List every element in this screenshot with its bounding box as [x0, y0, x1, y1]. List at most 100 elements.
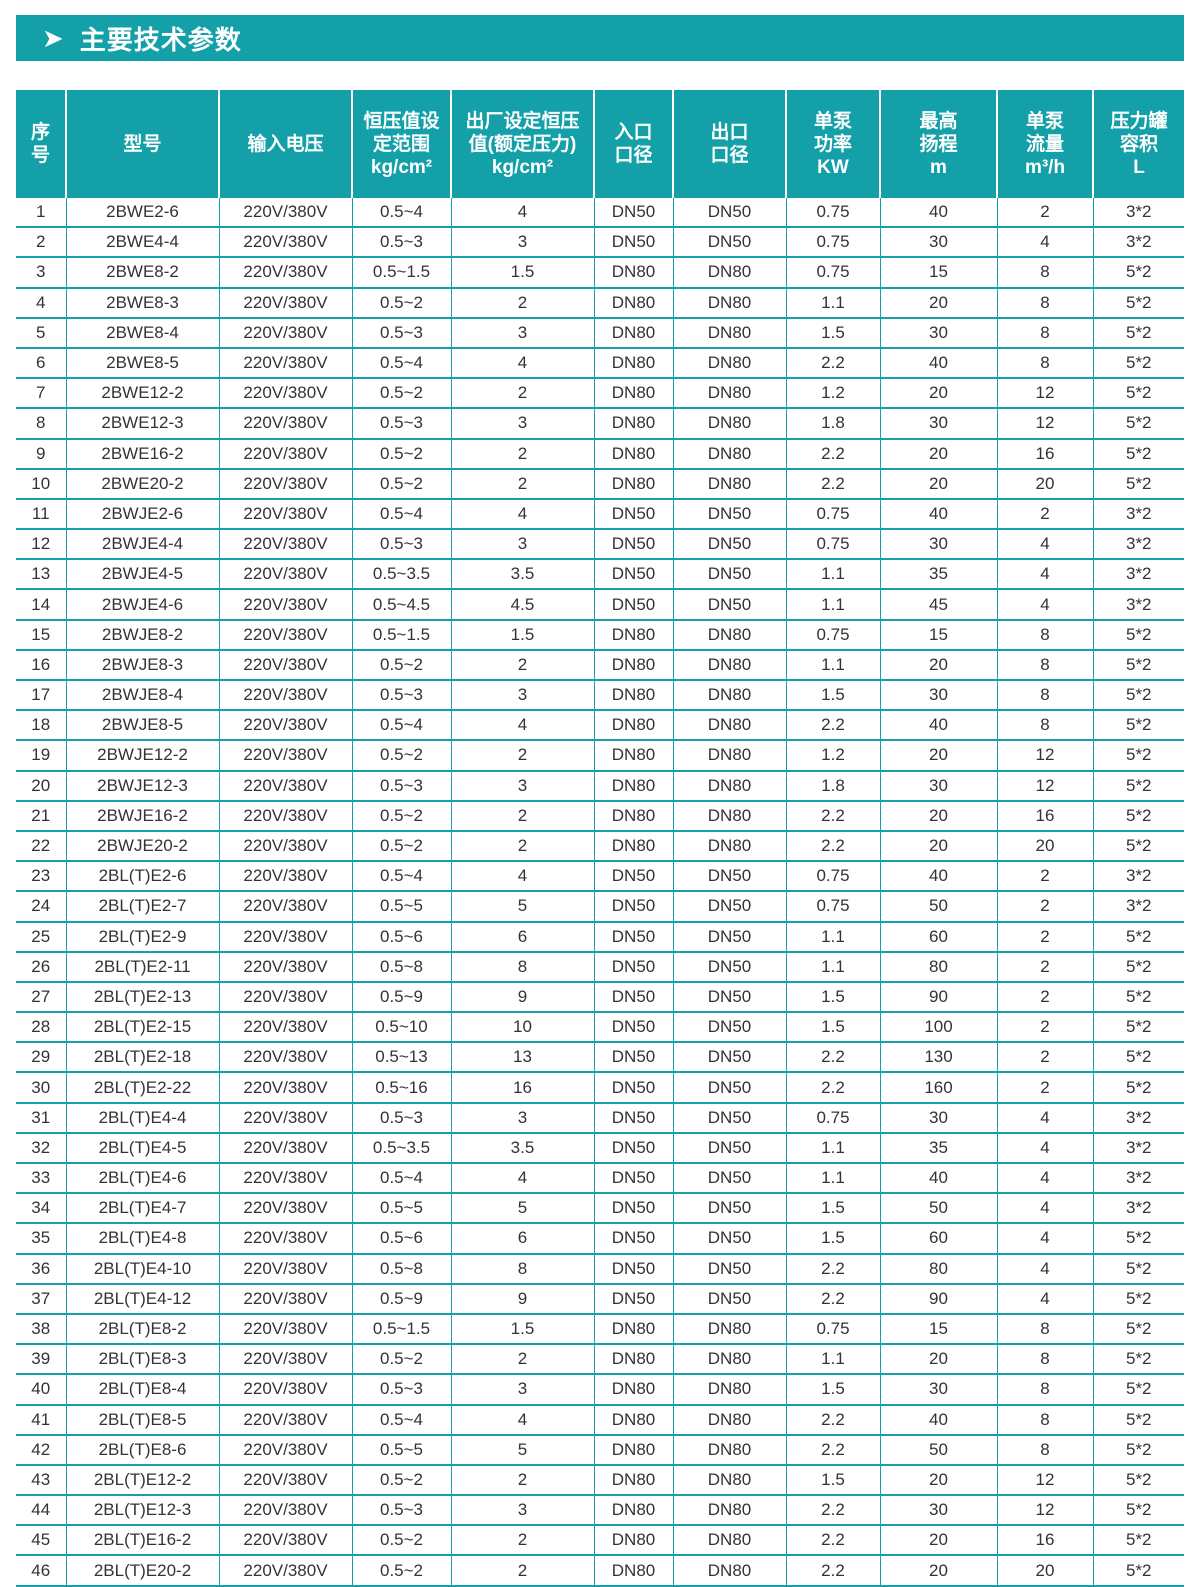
table-cell: 2.2 — [785, 1072, 880, 1104]
table-row: 27 2BL(T)E2-13 220V/380V 0.5~9 9 DN50 DN50 1.5 9… — [16, 981, 1184, 1014]
table-cell: DN50 — [593, 1193, 673, 1225]
table-cell: 3*2 — [1092, 891, 1184, 923]
table-cell: 2BL(T)E8-3 — [65, 1344, 219, 1376]
table-row: 13 2BWJE4-5 220V/380V 0.5~3.5 3.5 DN50 DN50 1.1… — [16, 559, 1184, 591]
table-cell: DN80 — [672, 1464, 786, 1497]
table-cell: DN80 — [593, 1434, 673, 1466]
table-cell: 37 — [16, 1283, 66, 1315]
table-cell: DN50 — [672, 981, 786, 1014]
column-header: 单泵 流量 m³/h — [996, 90, 1093, 198]
table-cell: 46 — [16, 1555, 66, 1587]
table-cell: 0.5~8 — [351, 951, 451, 983]
table-cell: DN50 — [593, 1283, 673, 1315]
table-cell: DN50 — [593, 891, 673, 923]
table-cell: 8 — [996, 347, 1093, 380]
table-cell: 0.5~3.5 — [351, 1132, 451, 1165]
table-cell: 30 — [879, 227, 997, 259]
table-cell: 39 — [16, 1344, 66, 1376]
table-cell: 34 — [16, 1193, 66, 1225]
table-cell: DN50 — [593, 1042, 673, 1074]
column-header: 压力罐 容积 L — [1092, 90, 1184, 198]
table-row: 39 2BL(T)E8-3 220V/380V 0.5~2 2 DN80 DN80 1.1 20… — [16, 1344, 1184, 1376]
table-cell: 2BL(T)E2-18 — [65, 1042, 219, 1074]
table-cell: DN50 — [593, 227, 673, 259]
table-cell: 3 — [450, 317, 594, 349]
table-row: 42 2BL(T)E8-6 220V/380V 0.5~5 5 DN80 DN80 2.2 50… — [16, 1434, 1184, 1466]
table-cell: 50 — [879, 1434, 997, 1466]
table-row: 6 2BWE8-5 220V/380V 0.5~4 4 DN80 DN80 2.2 40 8 5*2 — [16, 347, 1184, 380]
table-cell: 2 — [996, 861, 1093, 893]
table-cell: 30 — [879, 770, 997, 802]
table-cell: 50 — [879, 1193, 997, 1225]
table-row: 12 2BWJE4-4 220V/380V 0.5~3 3 DN50 DN50 0.75 30 4… — [16, 529, 1184, 561]
table-cell: 2BWE2-6 — [65, 198, 219, 229]
table-cell: DN80 — [672, 287, 786, 319]
table-cell: 5*2 — [1092, 1012, 1184, 1044]
table-cell: 90 — [879, 981, 997, 1014]
table-cell: 20 — [996, 468, 1093, 500]
table-cell: 13 — [450, 1042, 594, 1074]
table-cell: DN50 — [672, 861, 786, 893]
table-cell: DN50 — [672, 1042, 786, 1074]
column-header-line: 号 — [30, 145, 50, 166]
table-cell: 2 — [450, 830, 594, 863]
table-cell: 2 — [450, 740, 594, 772]
table-cell: DN50 — [593, 559, 673, 591]
table-cell: 220V/380V — [218, 1495, 352, 1527]
table-cell: DN80 — [672, 378, 786, 410]
column-header-line: 口径 — [710, 145, 749, 166]
table-cell: 220V/380V — [218, 1344, 352, 1376]
table-cell: 0.5~2 — [351, 649, 451, 682]
table-cell: DN80 — [672, 347, 786, 380]
table-cell: 220V/380V — [218, 1012, 352, 1044]
table-cell: 3 — [450, 1374, 594, 1406]
table-cell: 1.5 — [450, 619, 594, 651]
table-cell: 31 — [16, 1102, 66, 1134]
table-cell: 220V/380V — [218, 1313, 352, 1346]
table-cell: 13 — [16, 559, 66, 591]
table-cell: 9 — [450, 1283, 594, 1315]
table-cell: 5*2 — [1092, 1434, 1184, 1466]
table-cell: 4 — [996, 1223, 1093, 1255]
table-cell: DN50 — [593, 1132, 673, 1165]
chevron-right-icon: ➤ — [42, 22, 64, 53]
table-cell: DN50 — [593, 1072, 673, 1104]
table-cell: 220V/380V — [218, 891, 352, 923]
table-cell: 220V/380V — [218, 1374, 352, 1406]
table-cell: 9 — [16, 438, 66, 470]
table-cell: 2BL(T)E2-22 — [65, 1072, 219, 1104]
column-header-line: 值(额定压力) — [468, 133, 577, 155]
table-cell: 0.5~4 — [351, 710, 451, 742]
table-cell: 5*2 — [1092, 800, 1184, 832]
column-header: 恒压值设 定范围 kg/cm² — [351, 90, 451, 198]
table-cell: 20 — [879, 830, 997, 863]
table-cell: 25 — [16, 921, 66, 953]
table-cell: 8 — [996, 317, 1093, 349]
table-cell: 0.5~8 — [351, 1253, 451, 1285]
table-cell: 220V/380V — [218, 498, 352, 531]
table-cell: 0.5~2 — [351, 800, 451, 832]
table-cell: DN50 — [672, 1283, 786, 1315]
column-header-line: 流量 — [1025, 133, 1064, 155]
table-cell: 0.5~3 — [351, 680, 451, 712]
table-cell: 220V/380V — [218, 619, 352, 651]
table-cell: 1.1 — [785, 589, 880, 621]
column-header: 出厂设定恒压 值(额定压力) kg/cm² — [450, 90, 594, 198]
table-cell: 3 — [450, 408, 594, 440]
column-header-line: 输入电压 — [247, 133, 324, 155]
table-cell: 8 — [996, 1313, 1093, 1346]
table-cell: 0.75 — [785, 257, 880, 289]
spec-table: 序号型号 输入电压 恒压值设 定范围 kg/cm² 出厂设定恒压 值(额定压力) kg/cm²… — [16, 90, 1184, 1587]
column-header-line: 出口 — [710, 122, 749, 143]
table-cell: DN50 — [593, 981, 673, 1014]
table-cell: DN80 — [593, 408, 673, 440]
table-cell: 30 — [879, 1374, 997, 1406]
table-row: 30 2BL(T)E2-22 220V/380V 0.5~16 16 DN50 DN50 2.… — [16, 1072, 1184, 1104]
table-cell: 8 — [996, 1404, 1093, 1436]
table-cell: 0.5~1.5 — [351, 1313, 451, 1346]
table-cell: DN80 — [593, 257, 673, 289]
table-cell: 8 — [996, 1434, 1093, 1466]
table-cell: 0.5~2 — [351, 1525, 451, 1557]
table-cell: 0.5~3 — [351, 408, 451, 440]
table-cell: 1.1 — [785, 1132, 880, 1165]
